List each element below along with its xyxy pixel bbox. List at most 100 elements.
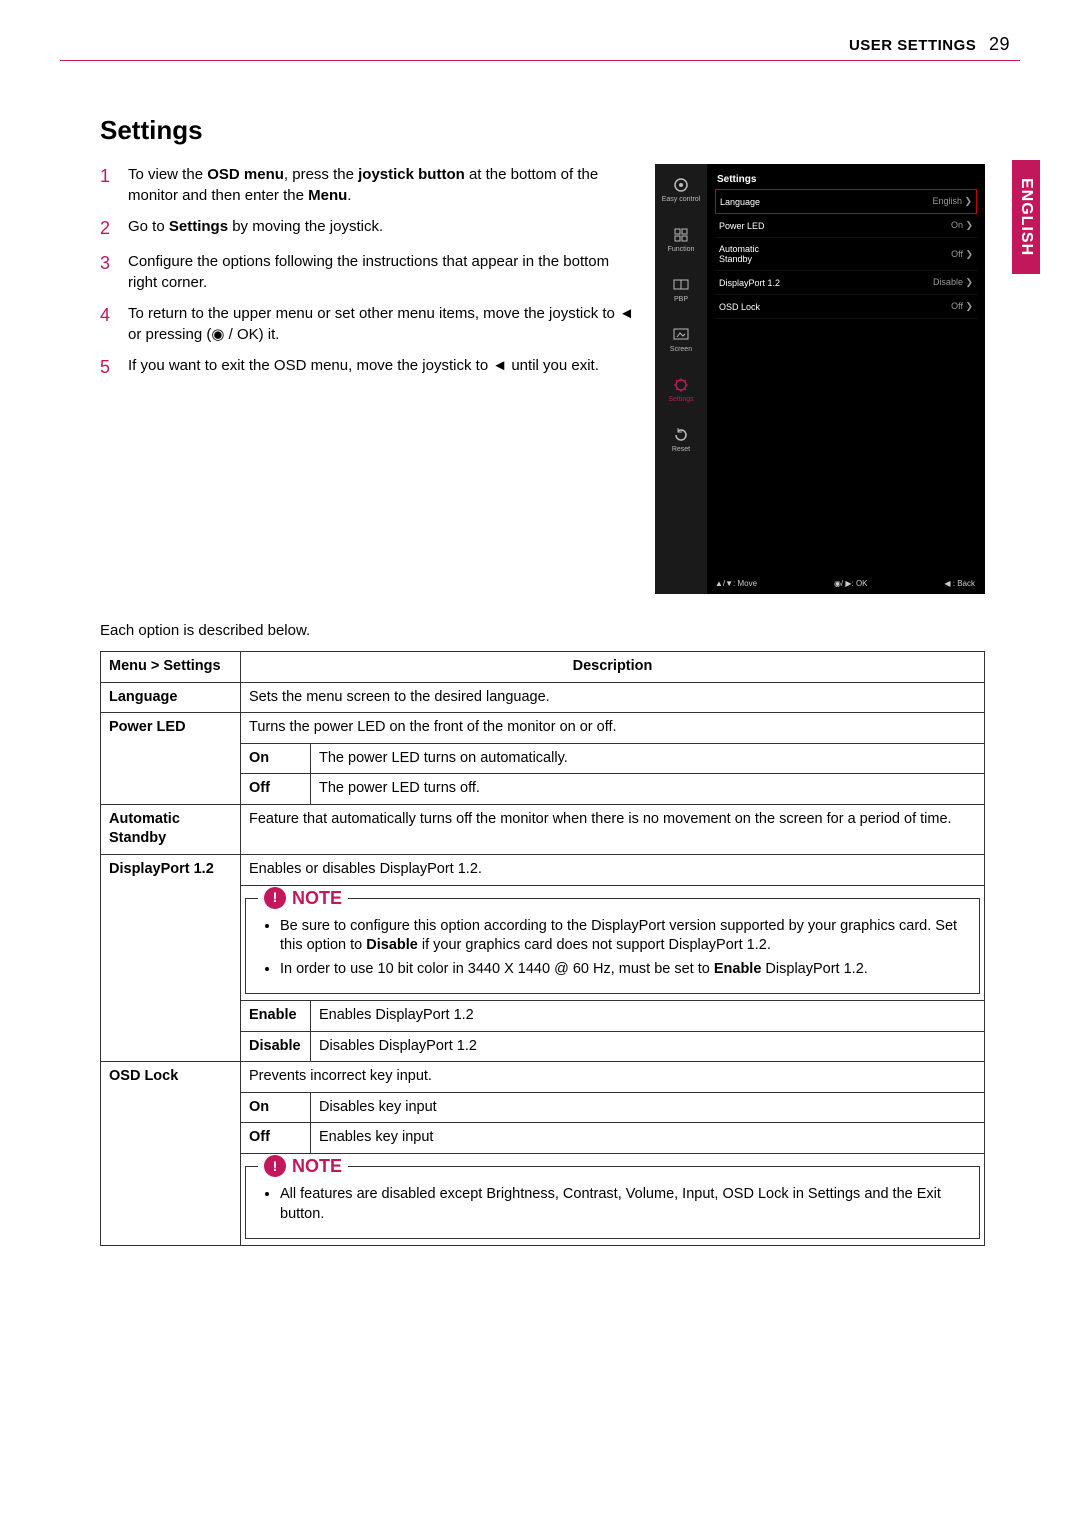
osd-sidebar-label: Screen <box>670 346 692 353</box>
osd-row-value: On ❯ <box>951 220 973 231</box>
osd-hint-move: ▲/▼: Move <box>715 579 757 588</box>
note-bullet: Be sure to configure this option accordi… <box>280 917 965 956</box>
osd-menu-row[interactable]: DisplayPort 1.2 Disable ❯ <box>715 271 977 295</box>
osd-row-value: Off ❯ <box>951 301 973 312</box>
osd-title: Settings <box>715 170 977 189</box>
step-item: 5 If you want to exit the OSD menu, move… <box>100 355 635 380</box>
dp12-disable-key: Disable <box>241 1031 311 1062</box>
row-powerled-desc: Turns the power LED on the front of the … <box>241 713 985 744</box>
note-text: NOTE <box>292 1154 342 1178</box>
row-language-label: Language <box>101 682 241 713</box>
step-item: 1 To view the OSD menu, press the joysti… <box>100 164 635 206</box>
note-text: NOTE <box>292 886 342 910</box>
page-title: Settings <box>100 115 985 146</box>
osd-sidebar-item[interactable]: Function <box>655 214 707 264</box>
row-osdlock-note-cell: ! NOTE All features are disabled except … <box>241 1154 985 1246</box>
step-number: 5 <box>100 355 114 380</box>
osd-sidebar-label: PBP <box>674 296 688 303</box>
osd-sidebar-label: Settings <box>668 396 693 403</box>
osdlock-off-val: Enables key input <box>311 1123 985 1154</box>
row-autostandby-label: Automatic Standby <box>101 804 241 854</box>
step-item: 2 Go to Settings by moving the joystick. <box>100 216 635 241</box>
note-bullet: All features are disabled except Brightn… <box>280 1185 965 1224</box>
section-label: USER SETTINGS <box>849 37 976 54</box>
step-text: Go to Settings by moving the joystick. <box>128 216 383 241</box>
step-text: Configure the options following the inst… <box>128 251 635 293</box>
osd-sidebar-label: Easy control <box>662 196 701 203</box>
osd-footer-hints: ▲/▼: Move ◉/ ▶: OK ◀ : Back <box>715 579 975 588</box>
instructions-list: 1 To view the OSD menu, press the joysti… <box>100 164 635 390</box>
row-language-desc: Sets the menu screen to the desired lang… <box>241 682 985 713</box>
top-rule <box>60 60 1020 61</box>
note-bullet: In order to use 10 bit color in 3440 X 1… <box>280 960 965 980</box>
osd-row-label: DisplayPort 1.2 <box>719 278 780 288</box>
note-label: ! NOTE <box>258 1154 348 1178</box>
step-item: 3 Configure the options following the in… <box>100 251 635 293</box>
osd-menu-row[interactable]: Power LED On ❯ <box>715 214 977 238</box>
note-box: ! NOTE Be sure to configure this option … <box>245 898 980 995</box>
osd-row-label: Automatic Standby <box>719 244 759 264</box>
row-powerled-label: Power LED <box>101 713 241 805</box>
row-dp12-note-cell: ! NOTE Be sure to configure this option … <box>241 885 985 1001</box>
dp12-enable-val: Enables DisplayPort 1.2 <box>311 1001 985 1032</box>
step-item: 4 To return to the upper menu or set oth… <box>100 303 635 345</box>
step-number: 1 <box>100 164 114 206</box>
osd-sidebar-icon <box>672 226 690 244</box>
row-dp12-label: DisplayPort 1.2 <box>101 854 241 1061</box>
note-icon: ! <box>264 887 286 909</box>
step-text: If you want to exit the OSD menu, move t… <box>128 355 599 380</box>
osd-sidebar-icon <box>672 376 690 394</box>
osdlock-on-val: Disables key input <box>311 1092 985 1123</box>
powerled-on-val: The power LED turns on automatically. <box>311 743 985 774</box>
row-osdlock-label: OSD Lock <box>101 1062 241 1246</box>
osdlock-off-key: Off <box>241 1123 311 1154</box>
osd-sidebar-icon <box>672 176 690 194</box>
note-label: ! NOTE <box>258 886 348 910</box>
note-icon: ! <box>264 1155 286 1177</box>
step-number: 2 <box>100 216 114 241</box>
osd-row-value: Off ❯ <box>951 249 973 260</box>
step-text: To return to the upper menu or set other… <box>128 303 635 345</box>
osd-sidebar-item[interactable]: Reset <box>655 414 707 464</box>
table-head-menu: Menu > Settings <box>101 652 241 683</box>
osd-menu-row[interactable]: Language English ❯ <box>715 189 977 214</box>
settings-table: Menu > Settings Description Language Set… <box>100 651 985 1246</box>
osd-sidebar-item[interactable]: Screen <box>655 314 707 364</box>
powerled-off-key: Off <box>241 774 311 805</box>
osd-sidebar-label: Function <box>668 246 695 253</box>
osd-sidebar-label: Reset <box>672 446 690 453</box>
osd-sidebar-icon <box>672 426 690 444</box>
osd-row-label: OSD Lock <box>719 302 760 312</box>
row-autostandby-desc: Feature that automatically turns off the… <box>241 804 985 854</box>
table-intro: Each option is described below. <box>100 622 985 639</box>
powerled-off-val: The power LED turns off. <box>311 774 985 805</box>
powerled-on-key: On <box>241 743 311 774</box>
osd-row-label: Power LED <box>719 221 765 231</box>
osd-hint-back: ◀ : Back <box>944 579 975 588</box>
osd-row-label: Language <box>720 197 760 207</box>
osd-sidebar-item[interactable]: Easy control <box>655 164 707 214</box>
osd-sidebar-icon <box>672 276 690 294</box>
osd-sidebar-item[interactable]: PBP <box>655 264 707 314</box>
dp12-disable-val: Disables DisplayPort 1.2 <box>311 1031 985 1062</box>
step-text: To view the OSD menu, press the joystick… <box>128 164 635 206</box>
page-header: USER SETTINGS 29 <box>849 34 1010 55</box>
row-dp12-desc: Enables or disables DisplayPort 1.2. <box>241 855 984 885</box>
osd-sidebar-icon <box>672 326 690 344</box>
osd-row-value: English ❯ <box>932 196 972 207</box>
page-number: 29 <box>989 34 1010 54</box>
osd-sidebar-item[interactable]: Settings <box>655 364 707 414</box>
row-dp12-desc-cell: Enables or disables DisplayPort 1.2. <box>241 854 985 885</box>
osd-menu-row[interactable]: Automatic Standby Off ❯ <box>715 238 977 271</box>
osd-hint-ok: ◉/ ▶: OK <box>834 579 868 588</box>
dp12-enable-key: Enable <box>241 1001 311 1032</box>
osdlock-on-key: On <box>241 1092 311 1123</box>
osd-screenshot: Easy control Function PBP Screen Settings Res… <box>655 164 985 594</box>
language-tab: ENGLISH <box>1012 160 1040 274</box>
osd-row-value: Disable ❯ <box>933 277 973 288</box>
row-osdlock-desc: Prevents incorrect key input. <box>241 1062 985 1093</box>
step-number: 3 <box>100 251 114 293</box>
step-number: 4 <box>100 303 114 345</box>
note-box: ! NOTE All features are disabled except … <box>245 1166 980 1239</box>
osd-menu-row[interactable]: OSD Lock Off ❯ <box>715 295 977 319</box>
